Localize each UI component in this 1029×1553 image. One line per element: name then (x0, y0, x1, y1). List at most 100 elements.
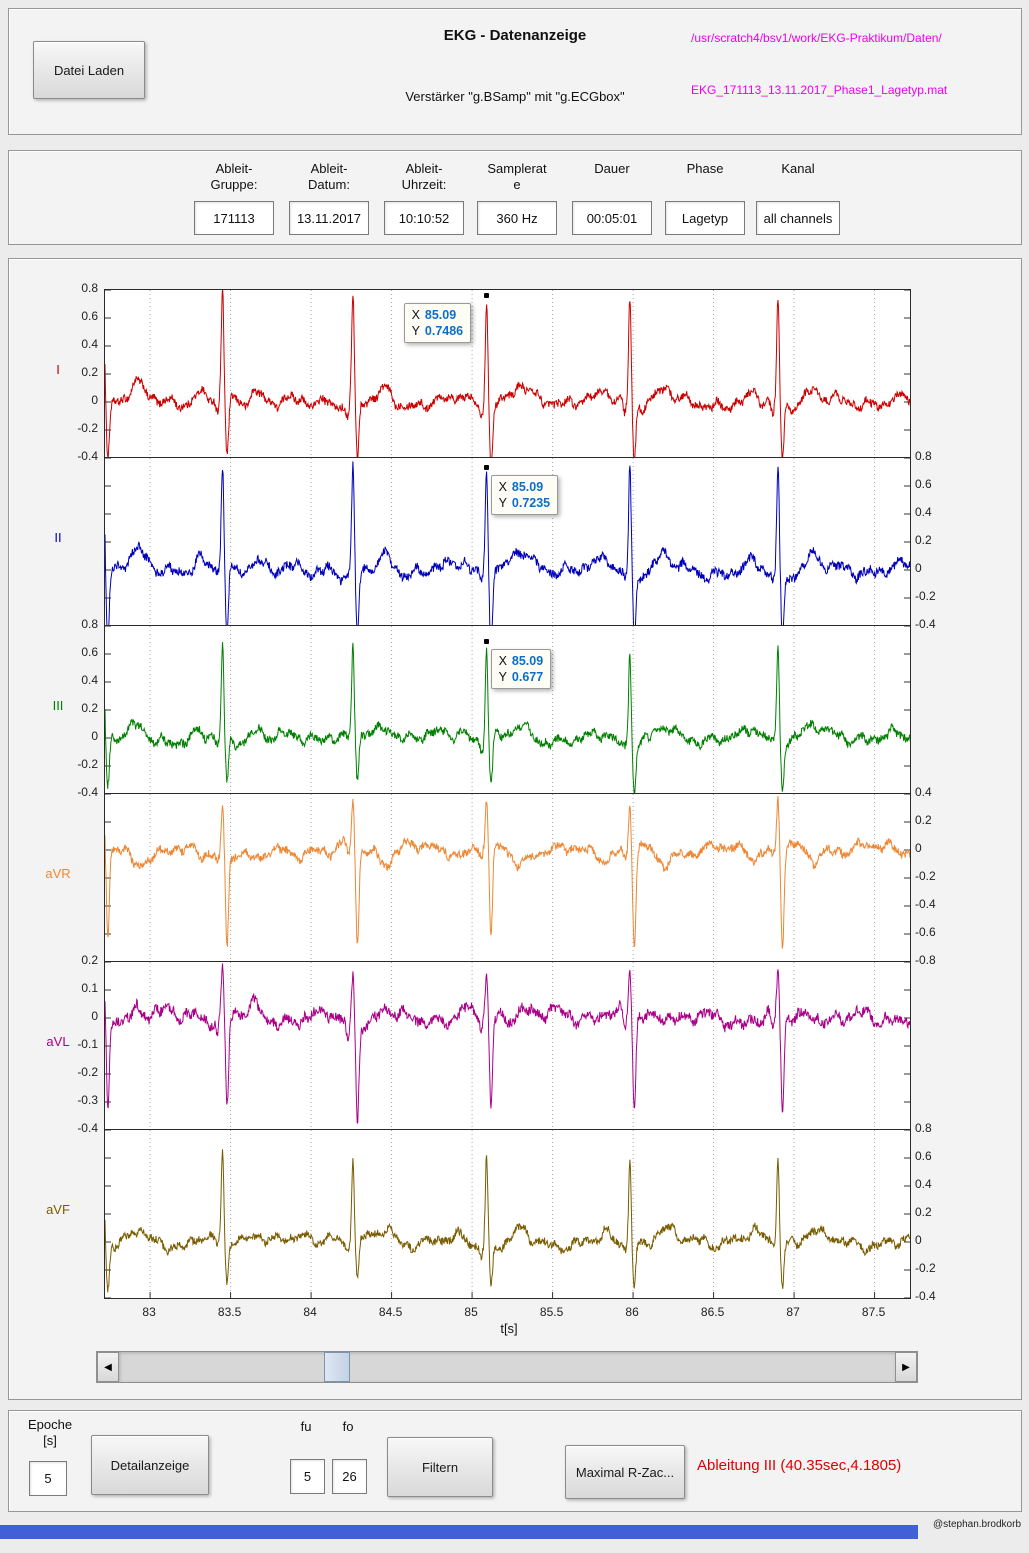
fu-input[interactable]: 5 (290, 1459, 325, 1494)
lead-label-I: I (56, 362, 60, 377)
fo-input[interactable]: 26 (332, 1459, 367, 1494)
y-tick-label: -0.4 (915, 897, 936, 911)
x-tick-label: 87.5 (861, 1305, 886, 1319)
info-value-phase[interactable]: Lagetyp (665, 201, 745, 235)
y-tick-label: 0.2 (81, 365, 98, 379)
time-scrollbar[interactable]: ◀ ▶ (96, 1351, 918, 1383)
lead-label-aVL: aVL (46, 1034, 70, 1049)
datatip-marker[interactable] (483, 639, 489, 645)
datatip-x-row: X 85.09 (498, 654, 544, 669)
y-tick-label: 0.4 (915, 785, 932, 799)
datatip[interactable]: X 85.09 Y 0.677 (490, 649, 552, 690)
y-tick-label: 0 (91, 1009, 98, 1023)
y-tick-label: 0.8 (915, 1121, 932, 1135)
y-tick-label: 0.6 (915, 1149, 932, 1163)
info-field-kanal: Kanal all channels (748, 161, 848, 239)
y-tick-label: 0.2 (915, 813, 932, 827)
x-tick-label: 83 (142, 1305, 156, 1319)
y-tick-label: -0.2 (77, 757, 98, 771)
y-tick-label: -0.6 (915, 925, 936, 939)
ecg-subplot-aVF[interactable] (105, 1130, 910, 1298)
datatip-marker[interactable] (483, 293, 489, 299)
ecg-trace-aVR (105, 796, 910, 949)
ecg-trace-aVL (105, 963, 910, 1124)
info-value-uhrzeit[interactable]: 10:10:52 (384, 201, 464, 235)
datatip[interactable]: X 85.09 Y 0.7486 (403, 303, 472, 344)
info-value-dauer[interactable]: 00:05:01 (572, 201, 652, 235)
datatip-x-row: X 85.09 (411, 308, 457, 323)
ecg-trace-svg-I (105, 290, 910, 457)
y-tick-label: -0.4 (77, 785, 98, 799)
y-tick-label: 0 (91, 393, 98, 407)
load-file-button[interactable]: Datei Laden (33, 41, 145, 99)
y-tick-label: -0.4 (915, 617, 936, 631)
y-tick-label: -0.4 (77, 449, 98, 463)
scroll-left-button[interactable]: ◀ (97, 1352, 119, 1382)
y-tick-label: 0.8 (915, 449, 932, 463)
ecg-trace-svg-III (105, 626, 910, 793)
info-value-samplerate[interactable]: 360 Hz (477, 201, 557, 235)
x-tick-label: 85.5 (539, 1305, 564, 1319)
epoche-input[interactable]: 5 (29, 1461, 67, 1496)
y-tick-label: -0.4 (915, 1289, 936, 1303)
y-tick-label: 0.2 (81, 953, 98, 967)
ecg-subplot-I[interactable] (105, 290, 910, 458)
info-field-gruppe: Ableit-Gruppe: 171113 (184, 161, 284, 239)
y-tick-label: -0.4 (77, 1121, 98, 1135)
lead-label-III: III (52, 698, 64, 713)
ecg-trace-aVF (105, 1149, 910, 1293)
info-field-datum: Ableit-Datum: 13.11.2017 (279, 161, 379, 239)
y-tick-label: 0.6 (915, 477, 932, 491)
scrollbar-track[interactable] (119, 1352, 895, 1382)
y-tick-label: 0 (915, 561, 922, 575)
fu-label: fu (300, 1419, 312, 1434)
app-title: EKG - Datenanzeige (443, 27, 587, 44)
info-panel: Ableit-Gruppe: 171113 Ableit-Datum: 13.1… (8, 150, 1022, 245)
ecg-subplot-II[interactable] (105, 458, 910, 626)
lead-label-II: II (54, 530, 62, 545)
y-tick-label: 0.8 (81, 617, 98, 631)
ecg-trace-svg-aVR (105, 794, 910, 961)
info-field-dauer: Dauer 00:05:01 (562, 161, 662, 239)
y-tick-label: 0.8 (81, 281, 98, 295)
datatip-y-row: Y 0.7235 (498, 495, 551, 510)
ecg-trace-svg-aVL (105, 962, 910, 1129)
y-tick-label: 0.4 (915, 1177, 932, 1191)
scrollbar-thumb[interactable] (324, 1352, 350, 1382)
lead-label-aVF: aVF (46, 1202, 70, 1217)
y-tick-label: -0.8 (915, 953, 936, 967)
ecg-trace-II (105, 461, 910, 625)
ecg-subplot-III[interactable] (105, 626, 910, 794)
y-tick-label: 0 (915, 841, 922, 855)
y-tick-label: 0.1 (81, 981, 98, 995)
y-tick-label: -0.2 (77, 1065, 98, 1079)
info-label: Ableit-Uhrzeit: (401, 161, 447, 192)
ecg-plot-area[interactable] (104, 289, 911, 1299)
data-file-name: EKG_171113_13.11.2017_Phase1_Lagetyp.mat (691, 83, 948, 97)
info-label: Ableit-Gruppe: (210, 161, 258, 192)
scroll-right-button[interactable]: ▶ (895, 1352, 917, 1382)
x-tick-label: 84.5 (378, 1305, 403, 1319)
info-value-gruppe[interactable]: 171113 (194, 201, 274, 235)
ecg-trace-I (105, 290, 910, 457)
x-tick-label: 83.5 (217, 1305, 242, 1319)
ecg-trace-svg-aVF (105, 1130, 910, 1298)
amplifier-subtitle: Verstärker "g.BSamp" mit "g.ECGbox" (405, 89, 625, 104)
filter-button[interactable]: Filtern (387, 1437, 493, 1497)
detail-view-button[interactable]: Detailanzeige (91, 1435, 209, 1495)
y-tick-label: -0.1 (77, 1037, 98, 1051)
max-r-peak-button[interactable]: Maximal R-Zac... (565, 1445, 685, 1499)
info-field-uhrzeit: Ableit-Uhrzeit: 10:10:52 (374, 161, 474, 239)
info-label: Samplerate (487, 161, 547, 192)
y-tick-label: -0.2 (915, 589, 936, 603)
info-field-samplerate: Samplerate 360 Hz (467, 161, 567, 239)
plot-panel: t[s] ◀ ▶ 0.8 0.6 0.4 0.2 0 -0.2 -0.4 I 0.8 0.6 0.4… (8, 258, 1022, 1400)
status-text: Ableitung III (40.35sec,4.1805) (697, 1457, 902, 1474)
datatip-marker[interactable] (483, 464, 489, 470)
y-tick-label: -0.2 (915, 869, 936, 883)
datatip[interactable]: X 85.09 Y 0.7235 (490, 474, 559, 515)
info-value-datum[interactable]: 13.11.2017 (289, 201, 369, 235)
ecg-subplot-aVR[interactable] (105, 794, 910, 962)
ecg-subplot-aVL[interactable] (105, 962, 910, 1130)
info-value-kanal[interactable]: all channels (756, 201, 840, 235)
